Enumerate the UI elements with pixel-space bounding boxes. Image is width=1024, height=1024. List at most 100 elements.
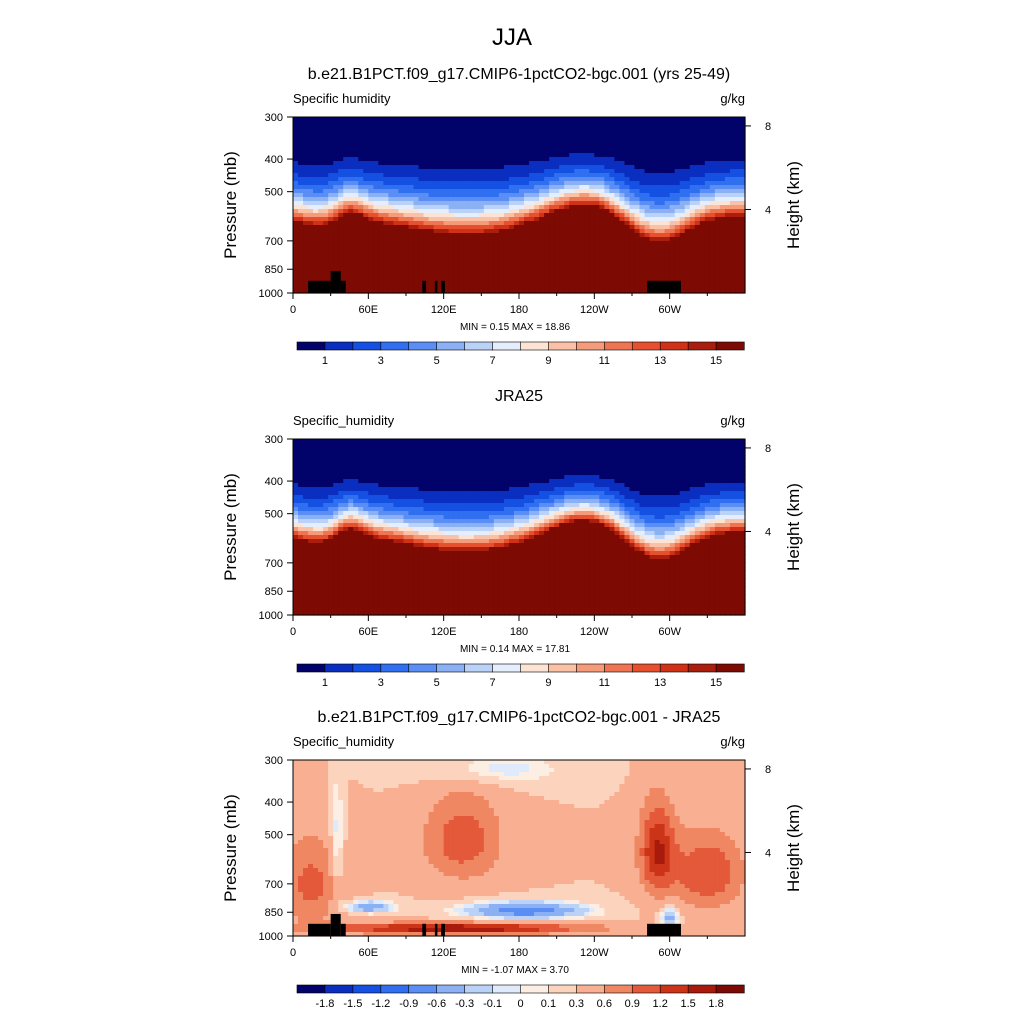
contour-cell — [388, 499, 395, 504]
contour-cell — [303, 511, 309, 516]
contour-cell — [303, 507, 309, 512]
contour-cell — [378, 563, 384, 568]
contour-cell — [493, 281, 500, 286]
contour-cell — [443, 153, 450, 158]
contour-cell — [739, 185, 746, 190]
contour-cell — [328, 245, 334, 250]
contour-cell — [503, 117, 510, 122]
contour-cell — [358, 165, 364, 170]
contour-cell — [343, 495, 349, 500]
contour-cell — [448, 137, 455, 142]
contour-cell — [323, 451, 329, 456]
contour-cell — [328, 253, 334, 258]
contour-cell — [498, 281, 505, 286]
contour-cell — [659, 277, 666, 282]
contour-cell — [458, 117, 465, 122]
contour-cell — [363, 181, 369, 186]
contour-cell — [473, 141, 480, 146]
contour-cell — [544, 161, 550, 166]
contour-cell — [373, 149, 379, 154]
contour-cell — [559, 197, 565, 202]
contour-cell — [378, 439, 384, 444]
contour-cell — [599, 161, 605, 166]
contour-cell — [569, 205, 575, 210]
contour-cell — [428, 173, 435, 178]
contour-cell — [373, 459, 379, 464]
contour-cell — [348, 161, 354, 166]
contour-cell — [408, 129, 415, 134]
height-axis-title: Height (km) — [784, 161, 803, 249]
contour-cell — [513, 269, 520, 274]
contour-cell — [333, 261, 339, 266]
contour-cell — [323, 595, 329, 600]
contour-cell — [323, 141, 329, 146]
contour-cell — [544, 217, 550, 222]
contour-cell — [328, 439, 334, 444]
contour-cell — [418, 181, 425, 186]
contour-cell — [383, 483, 390, 488]
contour-cell — [634, 233, 641, 238]
contour-cell — [559, 269, 565, 274]
contour-cell — [564, 125, 570, 130]
contour-cell — [654, 229, 661, 234]
contour-cell — [323, 189, 329, 194]
contour-cell — [383, 463, 390, 468]
contour-cell — [378, 209, 384, 214]
contour-cell — [403, 245, 410, 250]
contour-cell — [483, 149, 490, 154]
contour-cell — [629, 209, 636, 214]
contour-cell — [724, 265, 731, 270]
contour-cell — [654, 213, 661, 218]
contour-cell — [684, 265, 691, 270]
contour-cell — [524, 225, 530, 230]
contour-cell — [323, 511, 329, 516]
contour-cell — [649, 229, 656, 234]
contour-cell — [313, 237, 319, 242]
contour-cell — [689, 225, 696, 230]
contour-cell — [353, 471, 359, 476]
contour-cell — [323, 165, 329, 170]
contour-cell — [418, 277, 425, 282]
contour-cell — [679, 241, 686, 246]
contour-cell — [348, 125, 354, 130]
contour-cell — [348, 587, 354, 592]
contour-cell — [398, 503, 405, 508]
contour-cell — [599, 133, 605, 138]
contour-cell — [654, 133, 661, 138]
contour-cell — [644, 257, 651, 262]
contour-cell — [709, 133, 716, 138]
contour-cell — [358, 559, 364, 564]
contour-cell — [614, 213, 621, 218]
contour-cell — [383, 285, 390, 290]
contour-cell — [383, 607, 390, 612]
contour-cell — [724, 209, 731, 214]
contour-cell — [549, 221, 555, 226]
contour-cell — [308, 229, 314, 234]
contour-cell — [609, 289, 616, 294]
contour-cell — [308, 233, 314, 238]
contour-cell — [338, 523, 344, 528]
contour-cell — [634, 217, 641, 222]
contour-cell — [468, 221, 475, 226]
contour-cell — [428, 157, 435, 162]
contour-cell — [458, 277, 465, 282]
contour-cell — [353, 451, 359, 456]
contour-cell — [729, 245, 736, 250]
contour-cell — [343, 229, 349, 234]
contour-cell — [689, 141, 696, 146]
contour-cell — [343, 193, 349, 198]
contour-cell — [574, 133, 580, 138]
contour-cell — [739, 233, 746, 238]
contour-cell — [463, 129, 470, 134]
contour-cell — [363, 451, 369, 456]
contour-cell — [473, 249, 480, 254]
contour-cell — [534, 217, 540, 222]
contour-cell — [674, 185, 681, 190]
contour-cell — [338, 201, 344, 206]
contour-cell — [684, 241, 691, 246]
contour-cell — [423, 181, 430, 186]
contour-cell — [303, 467, 309, 472]
contour-cell — [448, 233, 455, 238]
contour-cell — [308, 579, 314, 584]
contour-cell — [519, 181, 525, 186]
